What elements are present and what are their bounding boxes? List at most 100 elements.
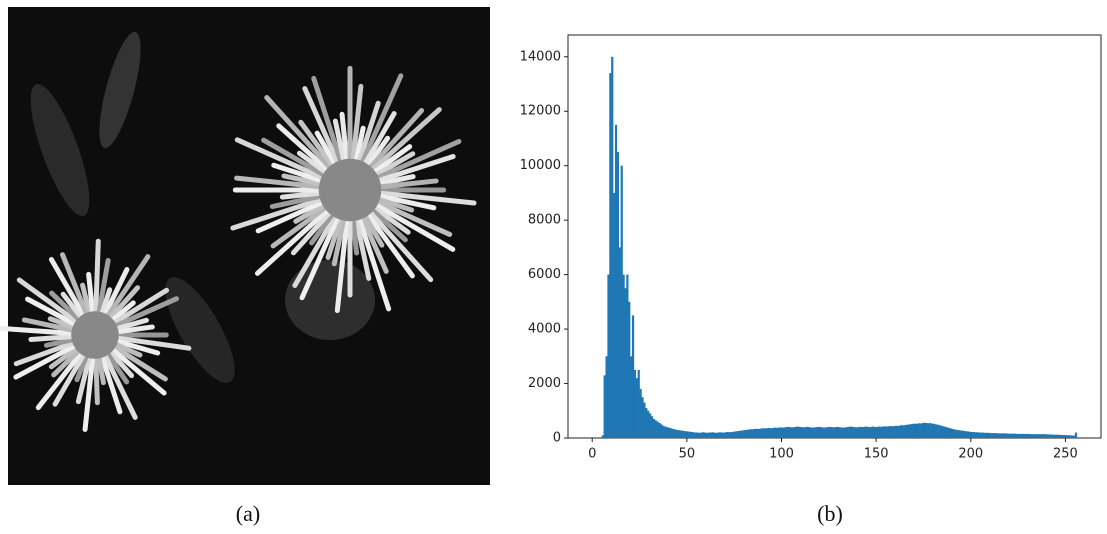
flower-center <box>318 158 382 222</box>
bar <box>1008 433 1011 438</box>
bar <box>783 427 786 438</box>
bar <box>887 426 890 438</box>
bar <box>779 427 782 438</box>
bar <box>842 427 845 438</box>
bar <box>607 274 610 438</box>
bar <box>860 427 864 438</box>
bar <box>611 56 614 438</box>
bar <box>910 424 913 438</box>
bar <box>1033 434 1036 438</box>
bar <box>792 427 796 438</box>
bar <box>1016 433 1019 438</box>
bar <box>896 426 900 438</box>
bar <box>652 418 655 438</box>
bar <box>857 427 860 438</box>
y-tick-label: 2000 <box>528 376 561 391</box>
bar <box>664 426 667 438</box>
bar <box>747 429 750 438</box>
bar <box>1042 434 1045 438</box>
flower-center <box>71 311 119 359</box>
bar <box>851 426 854 438</box>
bar <box>942 426 945 438</box>
bar <box>603 375 606 438</box>
bar <box>734 431 737 438</box>
bar <box>649 413 652 438</box>
leaf <box>285 260 375 340</box>
y-tick-label: 14000 <box>520 49 561 64</box>
bar <box>1048 434 1051 438</box>
bar <box>828 426 832 438</box>
y-tick-label: 4000 <box>528 322 561 337</box>
bar <box>1001 433 1004 438</box>
bar <box>891 426 894 438</box>
y-tick-label: 10000 <box>520 158 561 173</box>
bar <box>919 423 922 438</box>
bar <box>709 432 712 438</box>
y-tick-label: 12000 <box>520 104 561 119</box>
bar <box>940 425 943 438</box>
bar <box>609 73 612 439</box>
bar <box>1040 434 1044 438</box>
x-tick-label: 0 <box>588 447 596 462</box>
bar <box>934 424 938 438</box>
y-tick-label: 0 <box>553 431 561 446</box>
x-tick-label: 50 <box>679 447 696 462</box>
bar <box>1059 435 1062 438</box>
bar <box>984 432 987 438</box>
bar <box>1018 433 1021 438</box>
bar <box>760 428 763 438</box>
bar <box>804 427 807 438</box>
bar <box>912 423 915 438</box>
bar <box>932 423 936 438</box>
bar <box>970 432 973 438</box>
bar <box>855 427 858 438</box>
bar <box>904 424 907 438</box>
bar <box>768 427 771 438</box>
bar <box>978 432 981 438</box>
bar <box>620 165 623 438</box>
bar <box>948 427 951 438</box>
bar <box>624 288 627 438</box>
bar <box>694 432 697 438</box>
bar <box>993 433 996 438</box>
leaf <box>165 277 235 383</box>
bar <box>874 427 877 438</box>
bar <box>876 426 879 438</box>
bar <box>808 427 811 438</box>
bar <box>830 427 833 438</box>
bar <box>618 247 621 438</box>
bar <box>811 427 814 438</box>
bar <box>821 427 824 438</box>
bar <box>946 427 949 438</box>
bar <box>650 416 654 438</box>
bar <box>963 430 966 438</box>
bar <box>866 426 869 438</box>
bar <box>1074 432 1078 438</box>
bar <box>766 428 769 438</box>
bar <box>637 369 640 438</box>
bar <box>1006 433 1009 438</box>
bar <box>859 426 862 438</box>
bar <box>666 427 669 438</box>
bar <box>968 431 972 438</box>
bar <box>864 426 867 438</box>
bar <box>711 432 714 438</box>
bar <box>781 427 784 438</box>
bar <box>987 432 991 438</box>
bar <box>700 432 703 438</box>
bar <box>713 432 716 438</box>
bar <box>630 356 633 438</box>
bar <box>931 423 934 438</box>
bar <box>794 426 797 438</box>
bar <box>817 426 820 438</box>
bar <box>961 430 964 438</box>
bar <box>908 424 911 438</box>
bar <box>683 430 686 438</box>
bar <box>686 431 690 438</box>
bar <box>1012 433 1015 438</box>
bar <box>1069 435 1072 438</box>
bar <box>965 431 968 438</box>
bar <box>707 432 710 438</box>
bar <box>1055 434 1059 438</box>
